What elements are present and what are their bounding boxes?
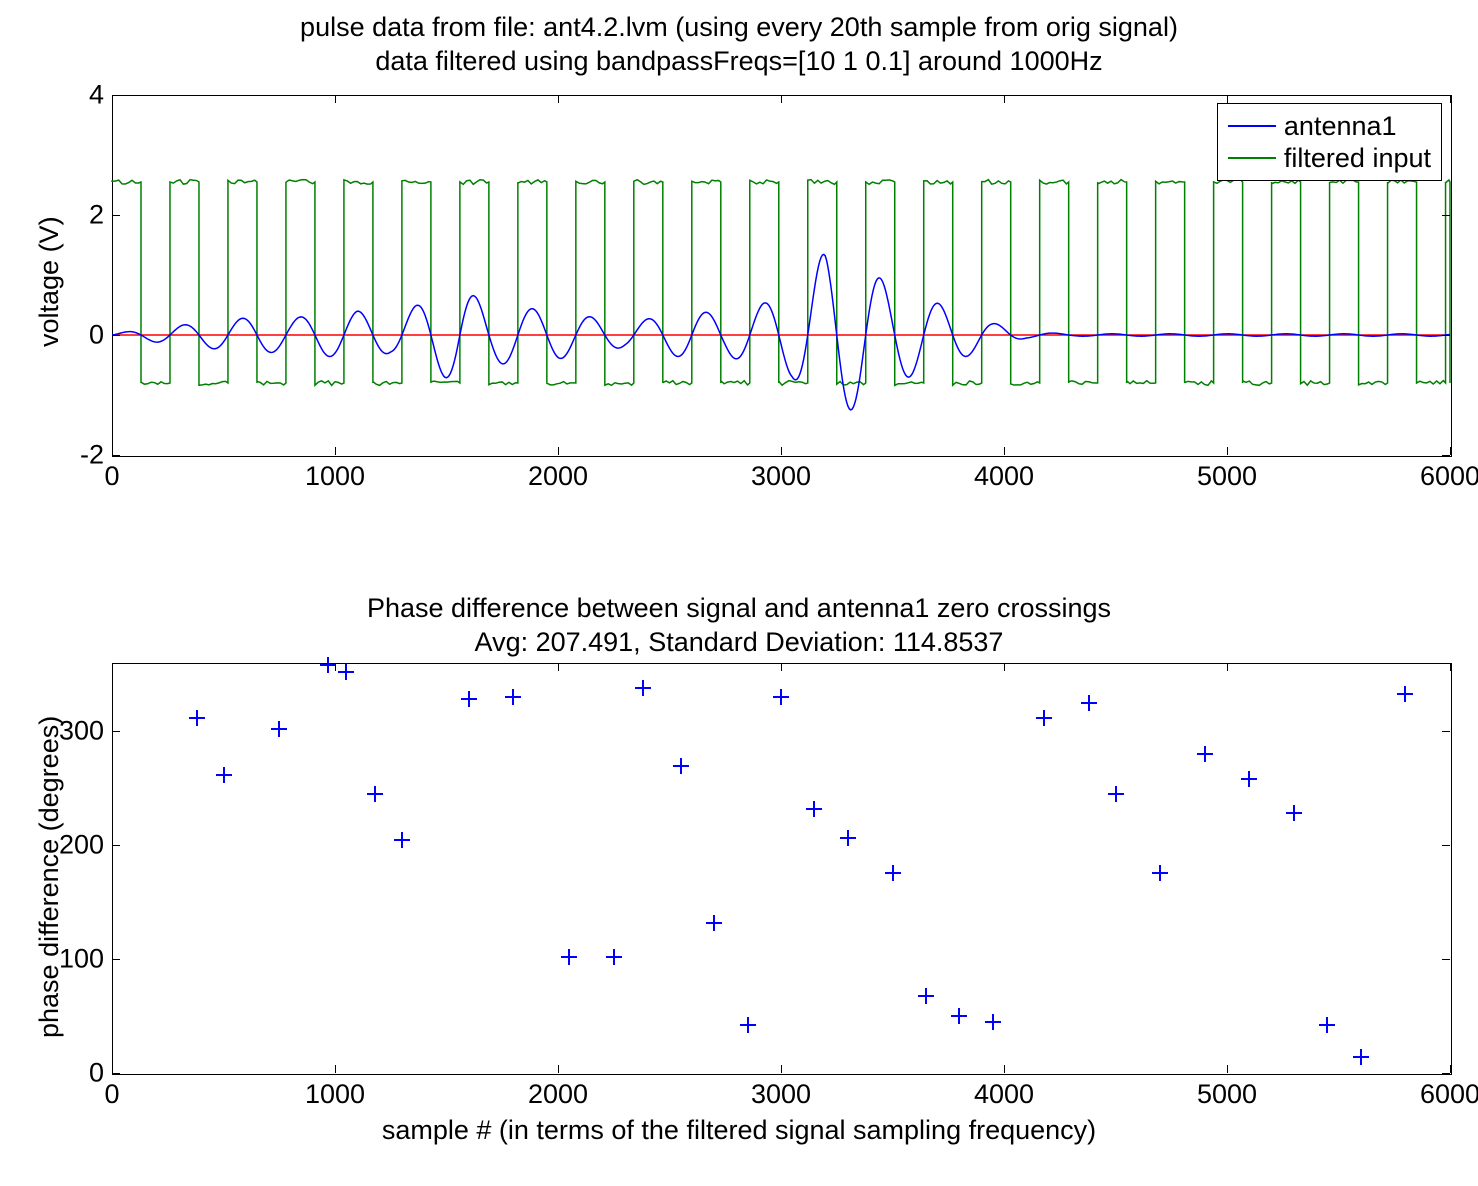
- legend-item: filtered input: [1228, 142, 1431, 174]
- tick-label-x: 4000: [974, 461, 1034, 492]
- legend-item: antenna1: [1228, 110, 1431, 142]
- legend-label: filtered input: [1284, 143, 1431, 174]
- filtered-input-series: [112, 180, 1450, 386]
- scatter-point: [216, 767, 232, 783]
- legend-label: antenna1: [1284, 111, 1397, 142]
- tick-label-y: 2: [54, 200, 104, 231]
- scatter-point: [367, 786, 383, 802]
- scatter-point: [773, 689, 789, 705]
- bottom-chart-ylabel: phase difference (degrees): [34, 716, 65, 1038]
- bottom-chart-svg: [0, 0, 300, 150]
- scatter-point: [706, 915, 722, 931]
- scatter-point: [338, 664, 354, 680]
- scatter-point: [1397, 686, 1413, 702]
- scatter-point: [740, 1017, 756, 1033]
- figure: pulse data from file: ant4.2.lvm (using …: [0, 0, 1478, 1186]
- tick-label-x: 0: [104, 1079, 119, 1110]
- scatter-point: [271, 721, 287, 737]
- tick-label-y: 0: [54, 320, 104, 351]
- tick-label-x: 2000: [528, 1079, 588, 1110]
- antenna1-series: [112, 254, 1450, 409]
- tick-label-y: 100: [54, 944, 104, 975]
- scatter-point: [461, 691, 477, 707]
- tick-label-x: 0: [104, 461, 119, 492]
- scatter-point: [561, 949, 577, 965]
- legend-swatch: [1228, 157, 1276, 159]
- tick-label-y: -2: [54, 440, 104, 471]
- bottom-chart-title-1: Phase difference between signal and ante…: [0, 593, 1478, 624]
- scatter-point: [1152, 865, 1168, 881]
- scatter-point: [1197, 746, 1213, 762]
- scatter-point: [1241, 771, 1257, 787]
- tick-label-x: 6000: [1420, 1079, 1478, 1110]
- tick-label-y: 0: [54, 1058, 104, 1089]
- scatter-point: [606, 949, 622, 965]
- scatter-point: [1353, 1049, 1369, 1065]
- tick-label-y: 4: [54, 80, 104, 111]
- scatter-point: [1108, 786, 1124, 802]
- tick-label-y: 300: [54, 716, 104, 747]
- tick-label-y: 200: [54, 830, 104, 861]
- bottom-chart-title-2: Avg: 207.491, Standard Deviation: 114.85…: [0, 627, 1478, 658]
- scatter-point: [635, 680, 651, 696]
- tick-label-x: 1000: [305, 1079, 365, 1110]
- scatter-point: [985, 1014, 1001, 1030]
- bottom-chart-plot-area: [112, 663, 1452, 1075]
- scatter-point: [885, 865, 901, 881]
- tick-label-x: 6000: [1420, 461, 1478, 492]
- scatter-point: [320, 657, 336, 673]
- scatter-point: [1081, 695, 1097, 711]
- tick-label-x: 3000: [751, 1079, 811, 1110]
- tick-label-x: 2000: [528, 461, 588, 492]
- scatter-point: [806, 801, 822, 817]
- tick-label-x: 1000: [305, 461, 365, 492]
- legend-swatch: [1228, 125, 1276, 127]
- scatter-point: [673, 758, 689, 774]
- tick-label-x: 5000: [1197, 1079, 1257, 1110]
- bottom-chart-xlabel: sample # (in terms of the filtered signa…: [0, 1115, 1478, 1146]
- scatter-point: [918, 988, 934, 1004]
- tick-label-x: 3000: [751, 461, 811, 492]
- scatter-point: [394, 832, 410, 848]
- tick-label-x: 4000: [974, 1079, 1034, 1110]
- scatter-point: [951, 1008, 967, 1024]
- tick-label-x: 5000: [1197, 461, 1257, 492]
- scatter-point: [1286, 805, 1302, 821]
- legend: antenna1filtered input: [1217, 103, 1442, 181]
- scatter-point: [189, 710, 205, 726]
- scatter-point: [1319, 1017, 1335, 1033]
- scatter-point: [1036, 710, 1052, 726]
- scatter-point: [505, 689, 521, 705]
- scatter-point: [840, 830, 856, 846]
